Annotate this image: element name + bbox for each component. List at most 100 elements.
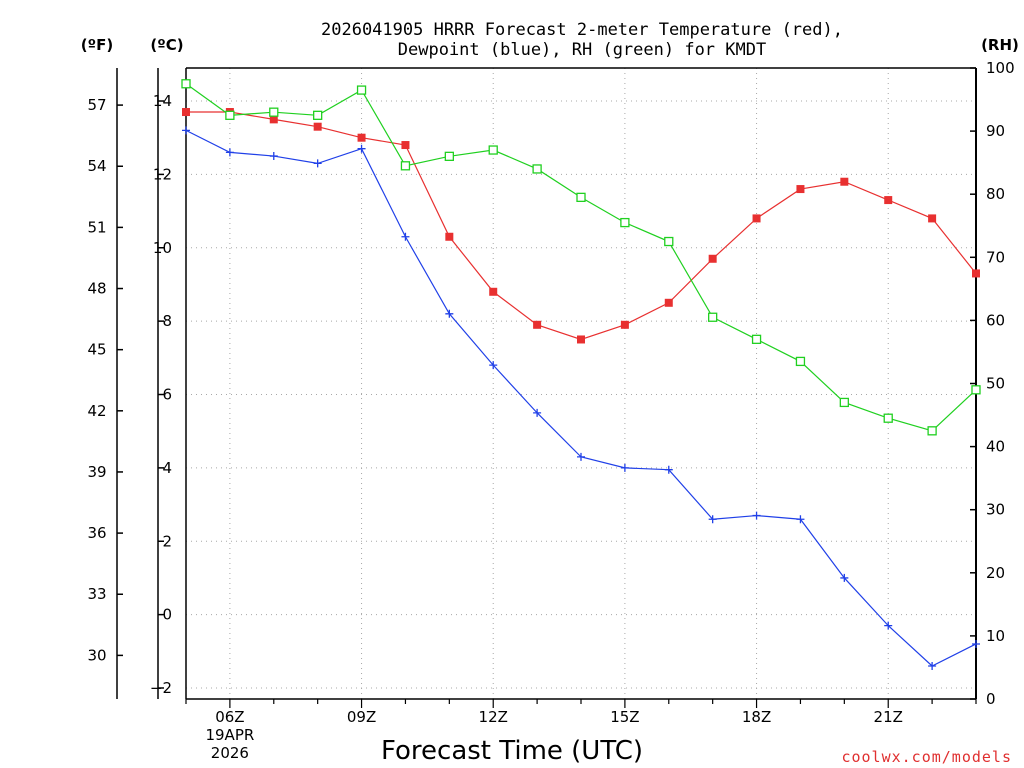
celsius-tick-label: −2: [150, 679, 172, 697]
x-tick-label: 06Z: [215, 708, 244, 726]
rh-point: [751, 334, 762, 344]
dewpoint-point: [972, 639, 980, 648]
celsius-tick-label: 4: [162, 459, 172, 477]
rh-point: [795, 356, 806, 367]
rh-point: [225, 110, 235, 120]
fahrenheit-tick-label: 33: [87, 585, 106, 603]
x-tick-label: 18Z: [742, 708, 771, 726]
fahrenheit-unit-label: (ºF): [81, 36, 113, 54]
rh-tick-label: 10: [986, 627, 1005, 645]
dewpoint-point: [225, 148, 234, 157]
x-tick-date: 19APR: [205, 726, 254, 744]
fahrenheit-tick-label: 51: [87, 218, 106, 236]
dewpoint-point: [182, 126, 190, 135]
dewpoint-point: [840, 573, 849, 582]
temperature-point: [752, 214, 761, 223]
grid: [186, 68, 976, 699]
rh-point: [576, 192, 586, 203]
rh-point: [488, 145, 498, 155]
rh-tick-label: 0: [986, 690, 996, 708]
celsius-tick-label: 14: [153, 92, 172, 110]
rh-tick-label: 20: [986, 564, 1005, 582]
x-tick-label: 09Z: [347, 708, 376, 726]
temperature-point: [445, 232, 454, 241]
x-axis-label: Forecast Time (UTC): [381, 736, 643, 766]
dewpoint-point: [489, 361, 498, 370]
dewpoint-point: [664, 465, 673, 474]
celsius-tick-label: 12: [153, 165, 172, 183]
dewpoint-line: [185, 129, 977, 667]
rh-unit-label: (RH): [981, 36, 1019, 54]
rh-point: [532, 164, 542, 174]
rh-point: [444, 151, 454, 161]
celsius-unit-label: (ºC): [150, 36, 183, 54]
celsius-tick-label: 10: [153, 239, 172, 257]
temperature-point: [796, 185, 805, 194]
temperature-point: [357, 133, 366, 142]
temperature-point: [664, 298, 673, 307]
fahrenheit-tick-label: 45: [87, 341, 106, 359]
temperature-point: [928, 214, 937, 223]
rh-tick-label: 40: [986, 438, 1005, 456]
rh-point: [883, 413, 893, 423]
dewpoint-point: [401, 232, 410, 241]
temperature-point: [313, 122, 322, 131]
x-tick-label: 15Z: [610, 708, 639, 726]
dewpoint-point: [796, 515, 805, 524]
fahrenheit-tick-label: 42: [87, 402, 106, 420]
dewpoint-point: [357, 144, 366, 153]
rh-line: [185, 83, 977, 432]
fahrenheit-tick-label: 48: [87, 280, 106, 298]
dewpoint-point: [533, 408, 542, 417]
credit-text: coolwx.com/models: [841, 748, 1012, 766]
dewpoint-point: [928, 661, 937, 670]
rh-tick-label: 70: [986, 248, 1005, 266]
temperature-point: [840, 177, 849, 186]
rh-tick-label: 60: [986, 311, 1005, 329]
rh-point: [620, 217, 630, 228]
rh-point: [708, 312, 718, 322]
dewpoint-point: [577, 452, 585, 461]
series-layer: [181, 79, 981, 670]
celsius-tick-label: 0: [162, 606, 172, 624]
fahrenheit-ticks: 57 54 51 48 45 42 39 36 33 30: [87, 96, 123, 664]
temperature-point: [401, 141, 410, 150]
dewpoint-point: [884, 621, 893, 630]
temperature-point: [972, 269, 980, 278]
rh-point: [181, 79, 191, 89]
temperature-point: [269, 115, 278, 124]
rh-point: [971, 385, 981, 395]
chart-title-line2: Dewpoint (blue), RH (green) for KMDT: [398, 40, 766, 60]
rh-point: [839, 397, 849, 408]
dewpoint-point: [620, 463, 629, 472]
x-tick-label: 12Z: [479, 708, 508, 726]
fahrenheit-tick-label: 57: [87, 96, 106, 114]
celsius-tick-label: 6: [162, 386, 172, 404]
dewpoint-point: [752, 511, 761, 520]
temperature-point: [620, 320, 629, 329]
x-tick-label: 21Z: [874, 708, 903, 726]
rh-point: [356, 85, 367, 95]
rh-tick-label: 30: [986, 501, 1005, 519]
temperature-point: [577, 335, 585, 344]
fahrenheit-tick-label: 54: [87, 157, 106, 175]
temperature-point: [533, 320, 542, 329]
series-rh: [181, 79, 981, 436]
celsius-tick-label: 2: [162, 532, 172, 550]
dewpoint-point: [445, 309, 454, 318]
celsius-tick-label: 8: [162, 312, 172, 330]
dewpoint-point: [313, 159, 322, 168]
temperature-line: [186, 111, 977, 341]
rh-point: [269, 107, 279, 117]
temperature-point: [182, 108, 190, 117]
rh-tick-label: 50: [986, 375, 1005, 393]
temperature-point: [884, 196, 893, 205]
temperature-point: [489, 287, 498, 296]
series-temperature: [182, 108, 980, 344]
x-tick-year: 2026: [211, 744, 249, 762]
series-dewpoint: [182, 126, 980, 670]
dewpoint-point: [708, 515, 717, 524]
plot-frame: [116, 67, 977, 700]
